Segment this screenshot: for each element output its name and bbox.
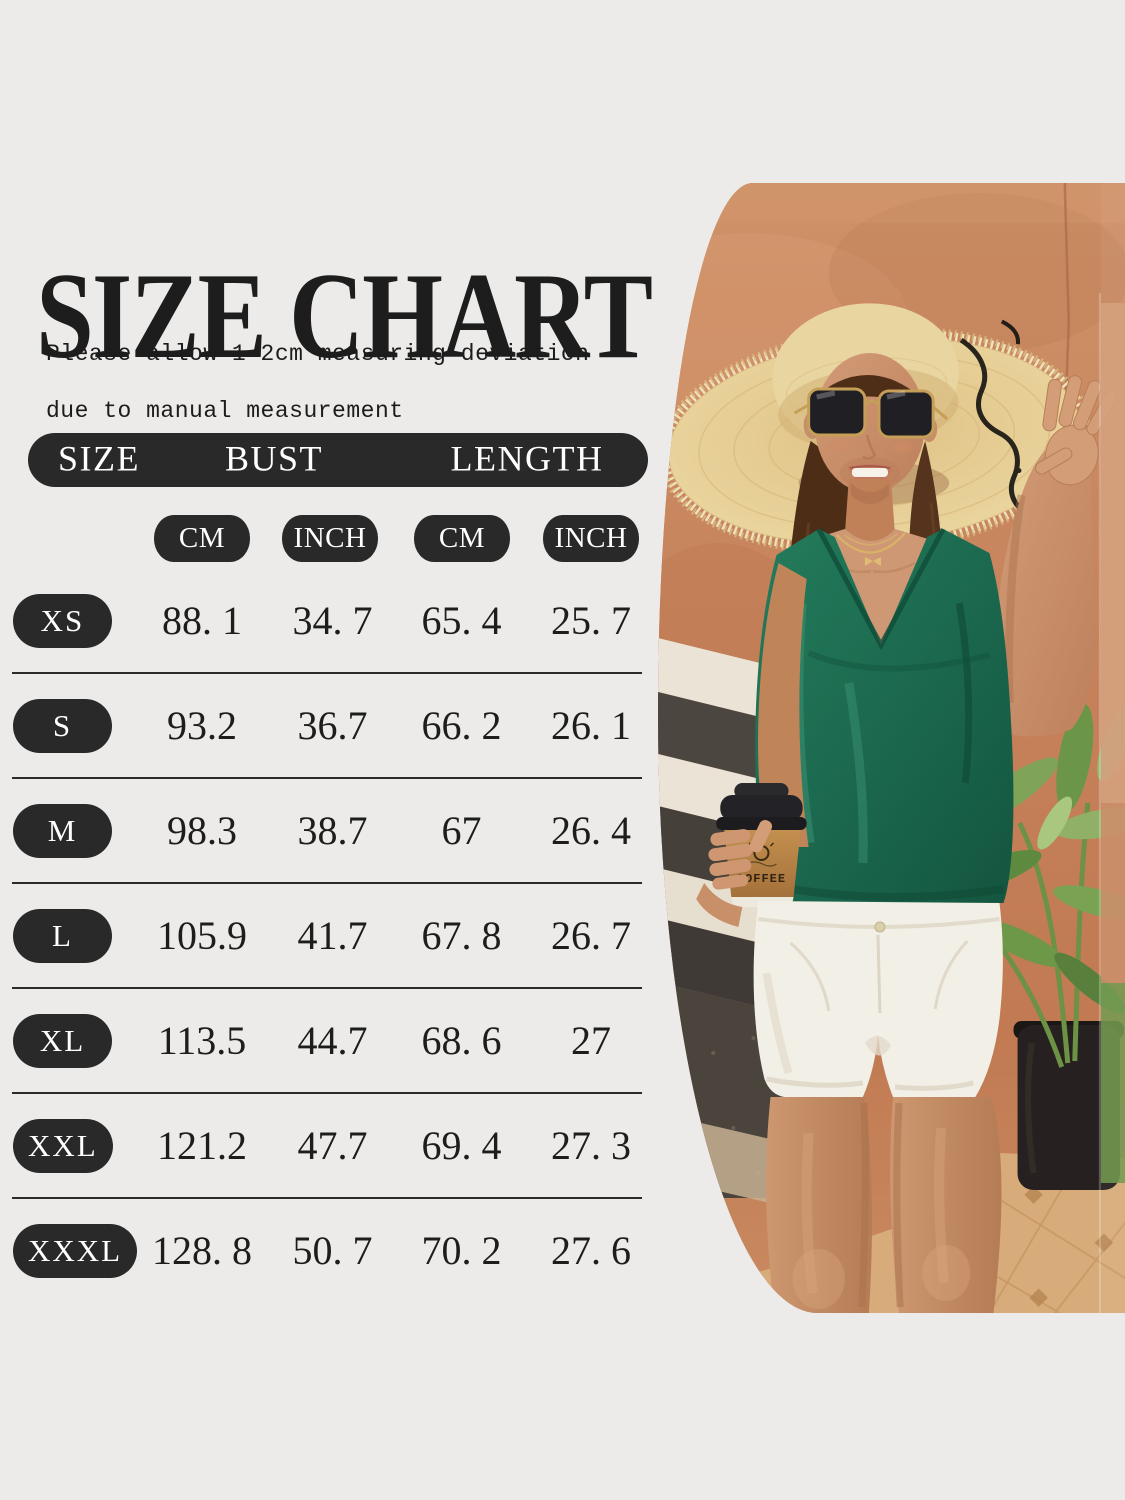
- header-bust-label: BUST: [224, 438, 324, 479]
- table-row: XL 113.5 44.7 68. 6 27: [0, 988, 655, 1094]
- bust-inch-value: 34. 7: [292, 598, 373, 643]
- model-photo-illustration: COFFEE: [658, 183, 1125, 1313]
- unit-pill-length-cm: CM: [414, 515, 510, 562]
- table-row: XXXL 128. 8 50. 7 70. 2 27. 6: [0, 1198, 655, 1303]
- header-size-label: SIZE: [58, 438, 140, 479]
- measurement-note: Please allow 1-2cm measuring deviation d…: [46, 326, 590, 440]
- bust-cm-value: 105.9: [157, 913, 247, 958]
- bust-cm-value: 121.2: [157, 1123, 247, 1168]
- measurement-note-line1: Please allow 1-2cm measuring deviation: [46, 341, 590, 367]
- shorts-button: [874, 921, 886, 933]
- coffee-cup-label: COFFEE: [737, 872, 786, 886]
- unit-pill-length-inch: INCH: [543, 515, 639, 562]
- bust-inch-value: 50. 7: [292, 1228, 373, 1273]
- length-cm-value: 69. 4: [421, 1123, 502, 1168]
- length-inch-value: 26. 7: [551, 913, 631, 958]
- bust-inch-value: 36.7: [297, 703, 368, 748]
- model-photo: COFFEE: [658, 183, 1125, 1313]
- size-pill: L: [13, 908, 112, 963]
- length-inch-value: 27. 3: [551, 1123, 631, 1168]
- lower-arm: [758, 563, 809, 847]
- bust-inch-value: 47.7: [297, 1123, 368, 1168]
- legs: [766, 1097, 1002, 1313]
- bust-inch-value: 41.7: [297, 913, 368, 958]
- length-cm-value: 67: [441, 808, 482, 853]
- raised-arm: [993, 437, 1096, 737]
- bust-cm-value: 98.3: [167, 808, 237, 853]
- header-length-label: LENGTH: [450, 438, 604, 479]
- length-cm-value: 65. 4: [421, 598, 502, 643]
- bust-inch-value: 38.7: [297, 808, 368, 853]
- measurement-note-line2: due to manual measurement: [46, 398, 404, 424]
- length-inch-value: 27. 6: [551, 1228, 631, 1273]
- bust-cm-value: 88. 1: [162, 598, 242, 643]
- table-row: M 98.3 38.7 67 26. 4: [0, 778, 655, 884]
- table-row: XXL 121.2 47.7 69. 4 27. 3: [0, 1093, 655, 1199]
- white-shorts: [753, 901, 1003, 1097]
- length-inch-value: 26. 4: [551, 808, 631, 853]
- size-pill: XS: [13, 593, 112, 648]
- size-pill: M: [13, 803, 112, 858]
- length-inch-value: 25. 7: [551, 598, 631, 643]
- length-cm-value: 70. 2: [421, 1228, 502, 1273]
- length-cm-value: 66. 2: [421, 703, 502, 748]
- bust-inch-value: 44.7: [297, 1018, 368, 1063]
- table-row: S 93.2 36.7 66. 2 26. 1: [0, 673, 655, 779]
- length-cm-value: 67. 8: [421, 913, 502, 958]
- size-chart-table: XS 88. 1 34. 7 65. 4 25. 7 S 93.2 36.7 6…: [0, 568, 655, 1303]
- bust-cm-value: 128. 8: [152, 1228, 252, 1273]
- table-row: L 105.9 41.7 67. 8 26. 7: [0, 883, 655, 989]
- unit-pill-bust-inch: INCH: [282, 515, 378, 562]
- length-inch-value: 27: [571, 1018, 611, 1063]
- photo-edge-seam: [1098, 183, 1125, 1313]
- size-pill: S: [13, 698, 112, 753]
- table-row: XS 88. 1 34. 7 65. 4 25. 7: [0, 568, 655, 674]
- size-pill: XXL: [13, 1118, 113, 1173]
- necklace: [835, 532, 906, 566]
- page-title: SIZE CHART: [36, 248, 653, 384]
- size-pill: XXXL: [13, 1223, 138, 1278]
- unit-pill-bust-cm: CM: [154, 515, 250, 562]
- sunglasses: [793, 387, 949, 439]
- hand-holding-cup: [696, 820, 773, 927]
- length-cm-value: 68. 6: [421, 1018, 502, 1063]
- length-inch-value: 26. 1: [551, 703, 631, 748]
- table-header-bar: SIZE BUST LENGTH: [28, 433, 648, 487]
- bust-cm-value: 113.5: [157, 1018, 247, 1063]
- bust-cm-value: 93.2: [167, 703, 237, 748]
- size-pill: XL: [13, 1013, 112, 1068]
- coffee-cup: COFFEE: [696, 783, 807, 927]
